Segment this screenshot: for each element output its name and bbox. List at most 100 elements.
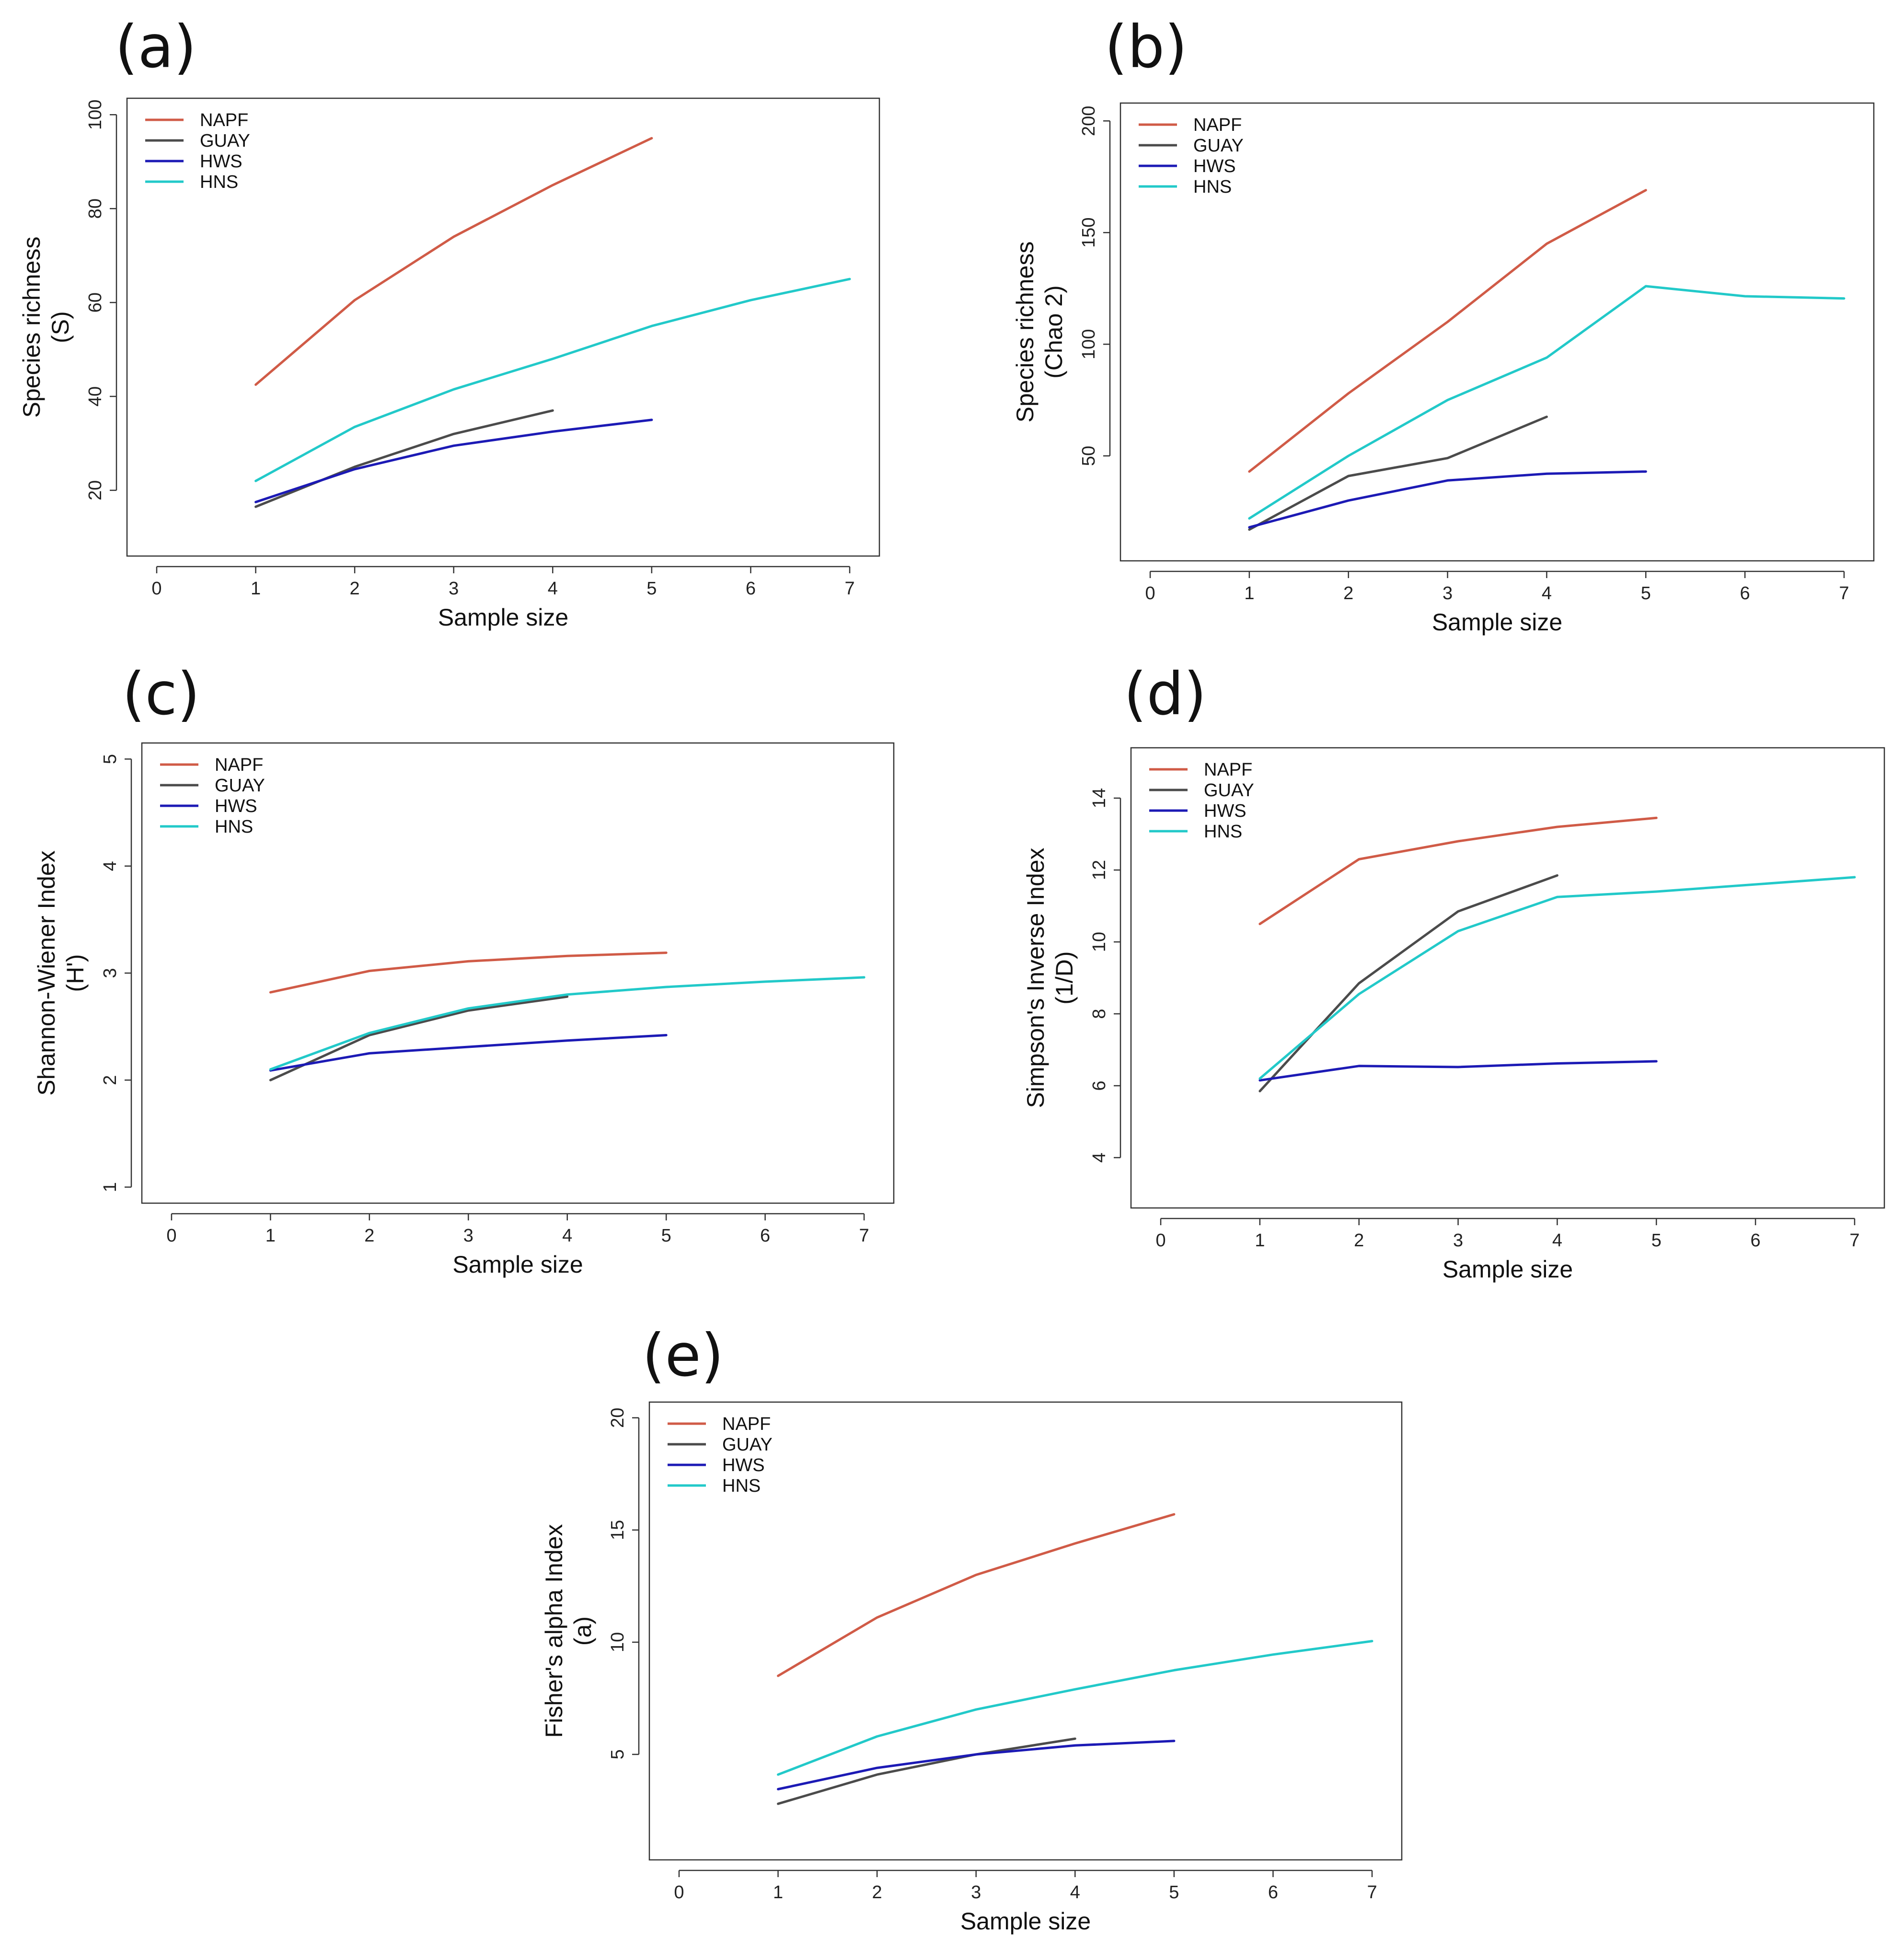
y-tick-label: 6 bbox=[1089, 1080, 1109, 1091]
panel-label: (c) bbox=[122, 660, 200, 728]
x-tick-label: 1 bbox=[1244, 583, 1254, 603]
x-tick-label: 0 bbox=[151, 579, 162, 599]
series-line-hws bbox=[1248, 470, 1647, 529]
legend-label-guay: GUAY bbox=[200, 131, 250, 151]
series-line-napf bbox=[1248, 189, 1647, 473]
y-axis-title: Species richness bbox=[1012, 242, 1039, 423]
x-tick-label: 4 bbox=[1070, 1882, 1080, 1903]
series-line-napf bbox=[777, 1513, 1176, 1677]
x-tick-label: 3 bbox=[1453, 1230, 1463, 1251]
x-axis-title: Sample size bbox=[452, 1251, 583, 1278]
y-axis-title: Fisher's alpha Index bbox=[541, 1524, 567, 1738]
x-tick-label: 1 bbox=[251, 579, 261, 599]
series-line-napf bbox=[269, 952, 668, 994]
series-line-hws bbox=[777, 1740, 1176, 1790]
x-tick-label: 4 bbox=[562, 1226, 572, 1246]
series-line-hns bbox=[777, 1640, 1373, 1776]
legend-label-guay: GUAY bbox=[722, 1435, 773, 1455]
plot-frame bbox=[141, 742, 895, 1204]
x-tick-label: 1 bbox=[265, 1226, 276, 1246]
plot-frame bbox=[126, 97, 880, 557]
series-line-hns bbox=[1248, 285, 1846, 520]
x-tick-label: 0 bbox=[1155, 1230, 1165, 1251]
y-tick-label: 60 bbox=[85, 292, 105, 313]
x-tick-label: 7 bbox=[1367, 1882, 1377, 1903]
legend-label-hns: HNS bbox=[1204, 822, 1242, 842]
y-tick-label: 15 bbox=[608, 1520, 628, 1540]
y-tick-label: 14 bbox=[1089, 788, 1109, 808]
x-tick-label: 2 bbox=[364, 1226, 374, 1246]
x-axis-title: Sample size bbox=[960, 1908, 1091, 1935]
x-tick-label: 5 bbox=[646, 579, 657, 599]
y-tick-label: 3 bbox=[100, 968, 120, 978]
y-axis-subtitle: (a) bbox=[569, 1616, 596, 1646]
y-tick-label: 2 bbox=[100, 1075, 120, 1085]
y-axis-subtitle: (1/D) bbox=[1051, 951, 1078, 1004]
series-line-hws bbox=[1258, 1060, 1658, 1082]
x-tick-label: 6 bbox=[760, 1226, 770, 1246]
plot-frame bbox=[648, 1401, 1403, 1861]
plot-frame bbox=[1119, 102, 1875, 562]
x-tick-label: 7 bbox=[859, 1226, 869, 1246]
x-tick-label: 4 bbox=[548, 579, 558, 599]
x-tick-label: 6 bbox=[1740, 583, 1750, 603]
legend-label-guay: GUAY bbox=[1204, 780, 1254, 801]
series-line-hns bbox=[254, 278, 851, 482]
series-line-hws bbox=[269, 1034, 668, 1072]
x-axis-title: Sample size bbox=[1442, 1256, 1573, 1283]
x-tick-label: 5 bbox=[1169, 1882, 1179, 1903]
y-axis-subtitle: (Chao 2) bbox=[1040, 285, 1067, 379]
x-tick-label: 0 bbox=[674, 1882, 684, 1903]
x-tick-label: 2 bbox=[872, 1882, 882, 1903]
y-tick-label: 200 bbox=[1079, 106, 1099, 136]
x-tick-label: 7 bbox=[1839, 583, 1849, 603]
x-tick-label: 5 bbox=[1651, 1230, 1662, 1251]
panel-label: (e) bbox=[642, 1322, 724, 1390]
plot-frame bbox=[1130, 747, 1885, 1209]
legend-label-hws: HWS bbox=[200, 151, 242, 172]
panel-a: (a) 0 1 2 3 4 5 6 7 20 40 60 80 100 Sample size Species… bbox=[18, 13, 880, 631]
legend-label-hns: HNS bbox=[722, 1476, 761, 1496]
x-tick-label: 3 bbox=[463, 1226, 473, 1246]
series-line-guay bbox=[777, 1737, 1076, 1805]
legend-label-guay: GUAY bbox=[1193, 136, 1244, 156]
y-tick-label: 80 bbox=[85, 198, 105, 219]
y-tick-label: 10 bbox=[1089, 932, 1109, 952]
legend-label-napf: NAPF bbox=[1204, 760, 1252, 780]
panel-label: (a) bbox=[115, 13, 196, 81]
y-tick-label: 1 bbox=[100, 1182, 120, 1192]
y-tick-label: 4 bbox=[100, 861, 120, 871]
x-tick-label: 6 bbox=[1268, 1882, 1278, 1903]
x-axis-title: Sample size bbox=[438, 604, 568, 631]
series-line-guay bbox=[269, 995, 569, 1081]
legend-label-hws: HWS bbox=[1204, 801, 1246, 821]
x-tick-label: 0 bbox=[1145, 583, 1155, 603]
legend-label-napf: NAPF bbox=[722, 1414, 771, 1434]
legend-label-hws: HWS bbox=[722, 1455, 765, 1475]
legend-label-hns: HNS bbox=[200, 172, 238, 192]
x-tick-label: 2 bbox=[1354, 1230, 1364, 1251]
y-tick-label: 100 bbox=[85, 100, 105, 130]
x-tick-label: 1 bbox=[1255, 1230, 1265, 1251]
x-tick-label: 5 bbox=[1641, 583, 1651, 603]
legend-label-hws: HWS bbox=[1193, 156, 1236, 176]
series-line-hws bbox=[254, 418, 653, 503]
x-tick-label: 2 bbox=[1343, 583, 1353, 603]
y-tick-label: 150 bbox=[1079, 217, 1099, 247]
y-axis-title: Species richness bbox=[18, 237, 45, 418]
y-tick-label: 12 bbox=[1089, 860, 1109, 880]
y-tick-label: 40 bbox=[85, 386, 105, 406]
legend-label-hns: HNS bbox=[215, 817, 253, 837]
y-tick-label: 50 bbox=[1079, 446, 1099, 466]
series-line-hns bbox=[1258, 876, 1856, 1080]
y-tick-label: 8 bbox=[1089, 1009, 1109, 1019]
legend-label-napf: NAPF bbox=[215, 755, 263, 775]
series-line-guay bbox=[1258, 874, 1558, 1092]
y-tick-label: 5 bbox=[608, 1749, 628, 1759]
x-tick-label: 4 bbox=[1552, 1230, 1562, 1251]
x-tick-label: 0 bbox=[166, 1226, 176, 1246]
y-tick-label: 10 bbox=[608, 1632, 628, 1652]
y-axis-title: Simpson's Inverse Index bbox=[1022, 847, 1049, 1108]
